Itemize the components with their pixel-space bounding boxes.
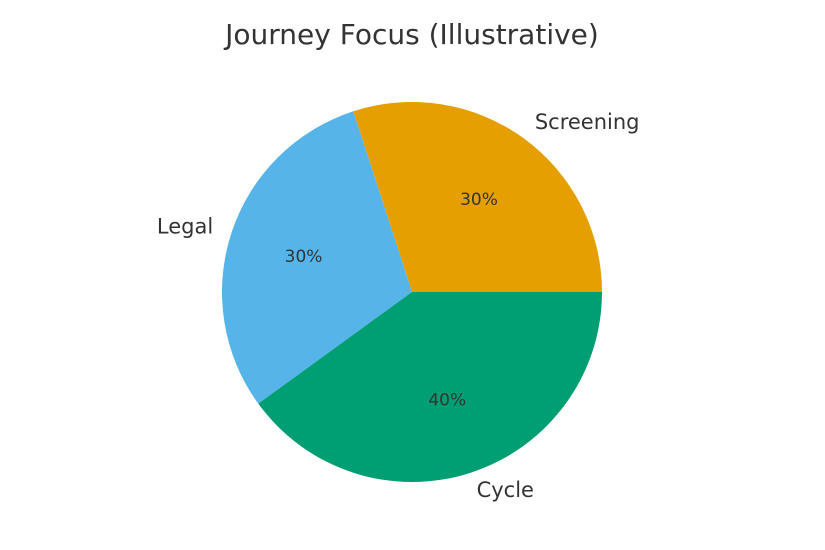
slice-label: Cycle: [477, 478, 534, 502]
slice-label: Screening: [535, 110, 640, 134]
slice-label: Legal: [157, 214, 213, 238]
percent-label: 30%: [285, 247, 323, 267]
percent-label: 30%: [460, 190, 498, 210]
chart-title: Journey Focus (Illustrative): [223, 18, 599, 51]
pie-slice-legal: [222, 111, 412, 404]
percent-label: 40%: [428, 390, 466, 410]
pie-slice-screening: [353, 101, 602, 293]
pie-slice-cycle: [258, 292, 602, 483]
